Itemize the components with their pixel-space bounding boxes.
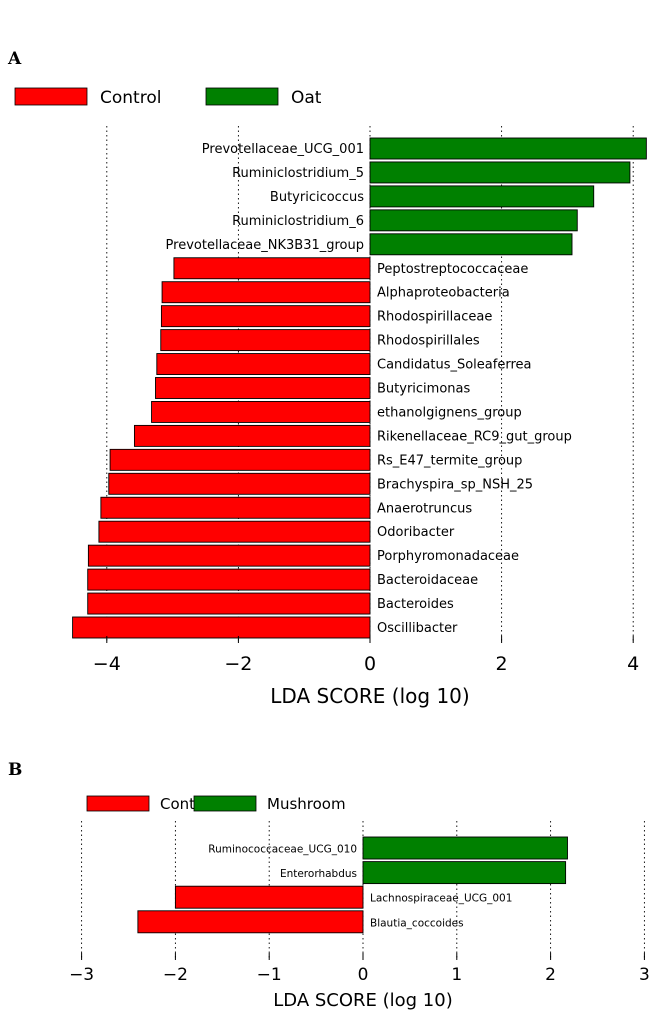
bar-Bacteroidaceae [87,568,371,591]
bar-ethanolgignens_group [151,401,371,423]
bar-label-ethanolgignens_group: ethanolgignens_group [377,405,522,420]
bar-label-Rhodospirillales: Rhodospirillales [377,334,480,349]
bar-label-Porphyromonadaceae: Porphyromonadaceae [377,549,519,564]
tick-label-0: 0 [358,965,369,985]
bar-Ruminiclostridium_5 [369,161,631,184]
legend: Control Oat [14,87,322,108]
bar-label-Oscillibacter: Oscillibacter [377,621,458,636]
bar-label-Peptostreptococcaceae: Peptostreptococcaceae [377,262,528,277]
bar-label-Rikenellaceae_RC9_gut_group: Rikenellaceae_RC9_gut_group [377,429,572,444]
panel-letter-b: B [8,760,22,780]
tick-label--4: −4 [93,653,121,675]
tick-label-1: 1 [451,965,462,985]
tick-label-4: 4 [627,653,639,675]
bar-label-Anaerotruncus: Anaerotruncus [377,501,472,516]
legend-swatch-mushroom [193,795,257,812]
bar-Lachnospiraceae_UCG_001 [174,885,364,909]
bar-Peptostreptococcaceae [173,257,371,280]
legend: Control Mushroom [86,795,346,813]
bar-label-Rhodospirillaceae: Rhodospirillaceae [377,310,492,325]
bar-Candidatus_Soleaferrea [156,353,371,375]
bar-label-Alphaproteobacteria: Alphaproteobacteria [377,286,510,301]
bar-label-Ruminiclostridium_5: Ruminiclostridium_5 [232,166,364,181]
bar-Ruminiclostridium_6 [369,209,578,232]
bar-Rhodospirillales [160,329,371,352]
tick-label-2: 2 [545,965,556,985]
legend-label-oat: Oat [291,88,322,108]
bar-label-Enterorhabdus: Enterorhabdus [280,868,357,880]
bar-Butyricimonas [155,377,371,399]
bar-label-Butyricimonas: Butyricimonas [377,382,470,397]
bar-label-Rs_E47_termite_group: Rs_E47_termite_group [377,453,522,468]
bar-Rikenellaceae_RC9_gut_group [133,424,371,447]
tick-label--2: −2 [163,965,188,985]
bar-label-Bacteroidaceae: Bacteroidaceae [377,573,478,588]
bar-Odoribacter [98,520,371,543]
bar-label-Blautia_coccoides: Blautia_coccoides [370,917,464,929]
bar-Porphyromonadaceae [87,544,371,567]
panel-b-chart: Control Mushroom Ruminococcaceae_UCG_010 En… [69,795,650,1011]
bar-label-Prevotellaceae_UCG_001: Prevotellaceae_UCG_001 [202,142,364,157]
bar-Rhodospirillaceae [160,305,371,328]
bar-Brachyspira_sp_NSH_25 [108,472,371,495]
bar-label-Candidatus_Soleaferrea: Candidatus_Soleaferrea [377,358,531,373]
bar-Oscillibacter [72,616,371,639]
bar-Prevotellaceae_NK3B31_group [369,233,573,256]
axis-title-b: LDA SCORE (log 10) [273,990,452,1011]
bar-Alphaproteobacteria [161,281,371,304]
tick-label-3: 3 [639,965,650,985]
tick-label--3: −3 [69,965,94,985]
bar-label-Lachnospiraceae_UCG_001: Lachnospiraceae_UCG_001 [370,893,512,905]
tick-label-2: 2 [496,653,508,675]
bar-label-Brachyspira_sp_NSH_25: Brachyspira_sp_NSH_25 [377,477,533,492]
legend-label-mushroom: Mushroom [267,795,346,813]
legend-label-control: Control [100,88,161,108]
bar-label-Odoribacter: Odoribacter [377,525,455,540]
tick-label-0: 0 [364,653,376,675]
bar-Prevotellaceae_UCG_001 [369,137,647,160]
bar-Butyricicoccus [369,185,595,208]
bar-Anaerotruncus [100,496,371,519]
bar-Enterorhabdus [362,861,567,885]
panel-letter-a: A [7,49,22,69]
bar-Bacteroides [87,592,371,615]
bar-label-Ruminiclostridium_6: Ruminiclostridium_6 [232,214,364,229]
axis-title-a: LDA SCORE (log 10) [270,684,469,708]
legend-swatch-control [86,795,150,812]
tick-label--2: −2 [224,653,252,675]
tick-label--1: −1 [257,965,282,985]
legend-swatch-oat [205,87,279,106]
legend-swatch-control [14,87,88,106]
bar-label-Ruminococcaceae_UCG_010: Ruminococcaceae_UCG_010 [208,844,357,856]
bar-Blautia_coccoides [137,910,364,934]
bar-label-Butyricicoccus: Butyricicoccus [270,190,364,205]
panel-a-chart: Control Oat Prevotellaceae_UCG_001 Ruminicl… [14,87,647,708]
bar-label-Bacteroides: Bacteroides [377,597,454,612]
bar-Rs_E47_termite_group [109,448,371,471]
bar-Ruminococcaceae_UCG_010 [362,836,568,860]
bar-label-Prevotellaceae_NK3B31_group: Prevotellaceae_NK3B31_group [166,238,364,253]
